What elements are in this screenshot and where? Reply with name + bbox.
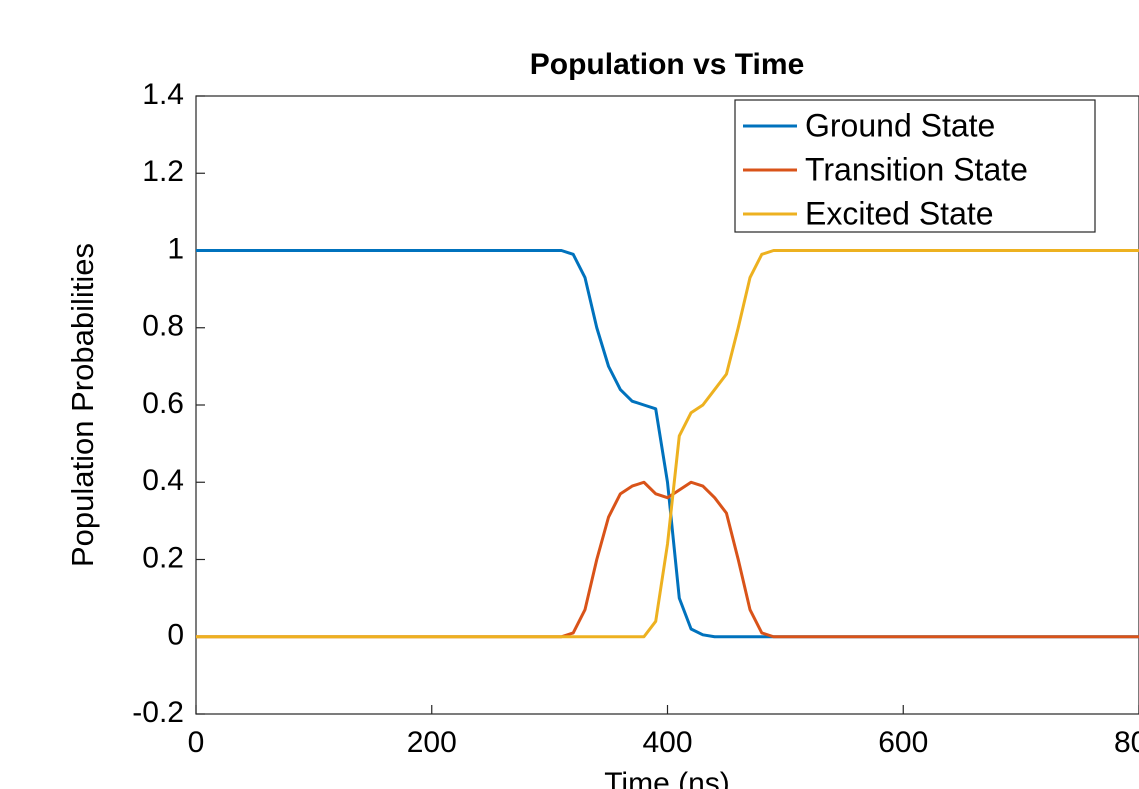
legend-label: Ground State [805, 107, 995, 143]
x-tick-label: 200 [407, 726, 457, 759]
legend-label: Transition State [805, 151, 1028, 187]
x-tick-label: 400 [642, 726, 692, 759]
series-line [196, 249, 1139, 639]
chart-title: Population vs Time [530, 48, 805, 81]
y-tick-label: 1 [167, 232, 184, 265]
x-axis-label: Time (ns) [604, 767, 730, 789]
y-tick-label: 1.2 [142, 155, 184, 188]
x-tick-label: 800 [1114, 726, 1139, 759]
y-tick-label: -0.2 [132, 696, 184, 729]
y-tick-label: 1.4 [142, 78, 184, 111]
x-tick-label: 0 [188, 726, 205, 759]
y-tick-label: 0.4 [142, 464, 184, 497]
y-tick-label: 0.6 [142, 387, 184, 420]
y-tick-label: 0.2 [142, 541, 184, 574]
x-tick-label: 600 [878, 726, 928, 759]
y-tick-label: 0.8 [142, 310, 184, 343]
legend: Ground State Transition State Excited Stat… [734, 99, 1096, 233]
y-tick-label: 0 [167, 619, 184, 652]
legend-box [734, 99, 1096, 233]
y-axis-label: Population Probabilities [65, 243, 100, 567]
legend-label: Excited State [805, 195, 994, 231]
